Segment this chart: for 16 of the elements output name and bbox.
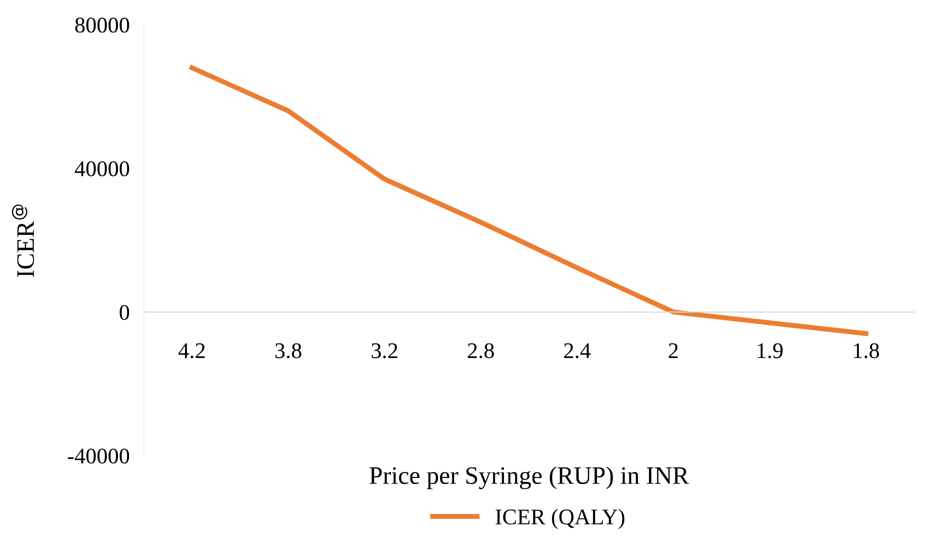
x-tick-label: 1.9	[758, 343, 783, 358]
y-tick-label: 40000	[74, 161, 130, 176]
x-tick-label: 1.8	[854, 343, 879, 358]
x-tick-label: 3.2	[372, 343, 398, 358]
legend-label: ICER (QALY)	[496, 508, 624, 529]
x-tick-label: 4.2	[178, 343, 205, 358]
y-tick-label: 80000	[75, 18, 130, 33]
x-tick-label: 2	[668, 343, 678, 358]
y-axis-title: ICER$^{@}$	[12, 204, 34, 278]
x-axis-title: Price per Syringe (RUP) in INR	[370, 466, 689, 490]
x-tick-label: 2.4	[564, 343, 591, 358]
x-tick-label: 3.8	[275, 343, 302, 358]
x-tick-label: 2.8	[468, 343, 494, 358]
y-tick-label: -40000	[68, 448, 130, 464]
y-tick-label: 0	[120, 304, 130, 320]
line-series	[190, 65, 868, 336]
